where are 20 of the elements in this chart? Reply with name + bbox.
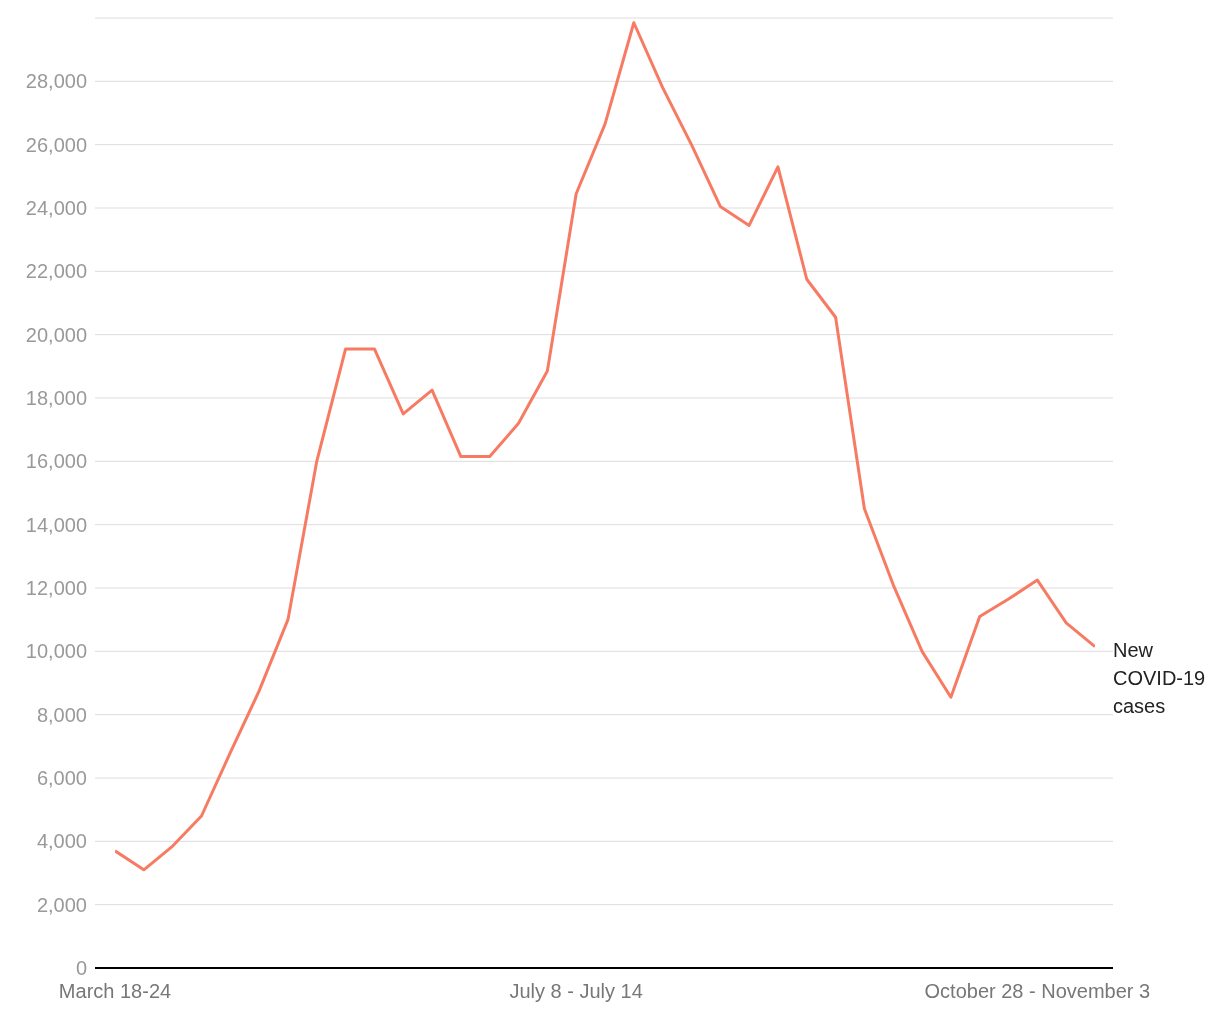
y-tick-label: 18,000 [25, 387, 87, 410]
x-tick-label: March 18-24 [58, 980, 172, 1002]
y-tick-label: 2,000 [36, 893, 87, 916]
y-tick-label: 26,000 [25, 133, 87, 156]
y-tick-label: 28,000 [25, 70, 87, 93]
x-tick-label: October 28 - November 3 [924, 980, 1151, 1002]
y-tick-label: 10,000 [25, 640, 87, 663]
y-tick-label: 6,000 [36, 767, 87, 790]
y-tick-label: 14,000 [25, 513, 87, 536]
line-series [115, 21, 1095, 872]
x-tick-label: July 8 - July 14 [509, 980, 643, 1002]
y-tick-label: 16,000 [25, 450, 87, 473]
y-tick-label: 4,000 [36, 830, 87, 853]
y-tick-label: 22,000 [25, 260, 87, 283]
series-label: New COVID-19 cases [1113, 638, 1206, 717]
y-tick-label: 20,000 [25, 323, 87, 346]
y-tick-label: 0 [75, 957, 87, 980]
y-tick-label: 24,000 [25, 197, 87, 220]
y-tick-label: 8,000 [36, 703, 87, 726]
y-tick-label: 12,000 [25, 577, 87, 600]
